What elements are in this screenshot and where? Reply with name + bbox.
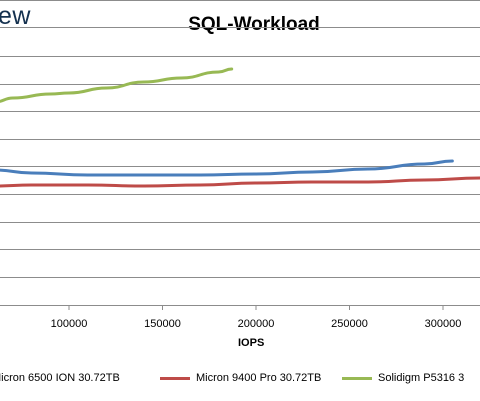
gridlines <box>0 0 480 278</box>
legend-swatch-micron-9400 <box>160 376 190 380</box>
x-tick-label-0: 100000 <box>51 318 88 330</box>
legend-label-micron-6500: Micron 6500 ION 30.72TB <box>0 372 120 384</box>
x-tick-label-3: 250000 <box>331 318 368 330</box>
brand-logo-text: ew <box>0 2 31 30</box>
x-axis-label: IOPS <box>238 337 265 349</box>
series-lines <box>0 67 480 188</box>
axes <box>0 305 480 310</box>
legend-label-solidigm: Solidigm P5316 3 <box>378 372 465 384</box>
legend-swatch-solidigm <box>342 376 372 380</box>
legend-item-micron-9400: Micron 9400 Pro 30.72TB <box>160 372 321 384</box>
legend-label-micron-9400: Micron 9400 Pro 30.72TB <box>196 372 322 384</box>
x-tick-label-4: 300000 <box>425 318 462 330</box>
x-tick-labels: 100000 150000 200000 250000 300000 <box>51 318 462 330</box>
chart-title: SQL-Workload <box>188 14 320 35</box>
series-line-0 <box>0 159 454 177</box>
series-line-1 <box>0 176 480 188</box>
x-tick-label-2: 200000 <box>238 318 275 330</box>
legend-item-solidigm: Solidigm P5316 3 <box>342 372 464 384</box>
x-tick-label-1: 150000 <box>144 318 181 330</box>
legend: Micron 6500 ION 30.72TB Micron 9400 Pro … <box>0 372 480 390</box>
legend-item-micron-6500: Micron 6500 ION 30.72TB <box>0 372 120 384</box>
series-line-2 <box>0 67 234 103</box>
